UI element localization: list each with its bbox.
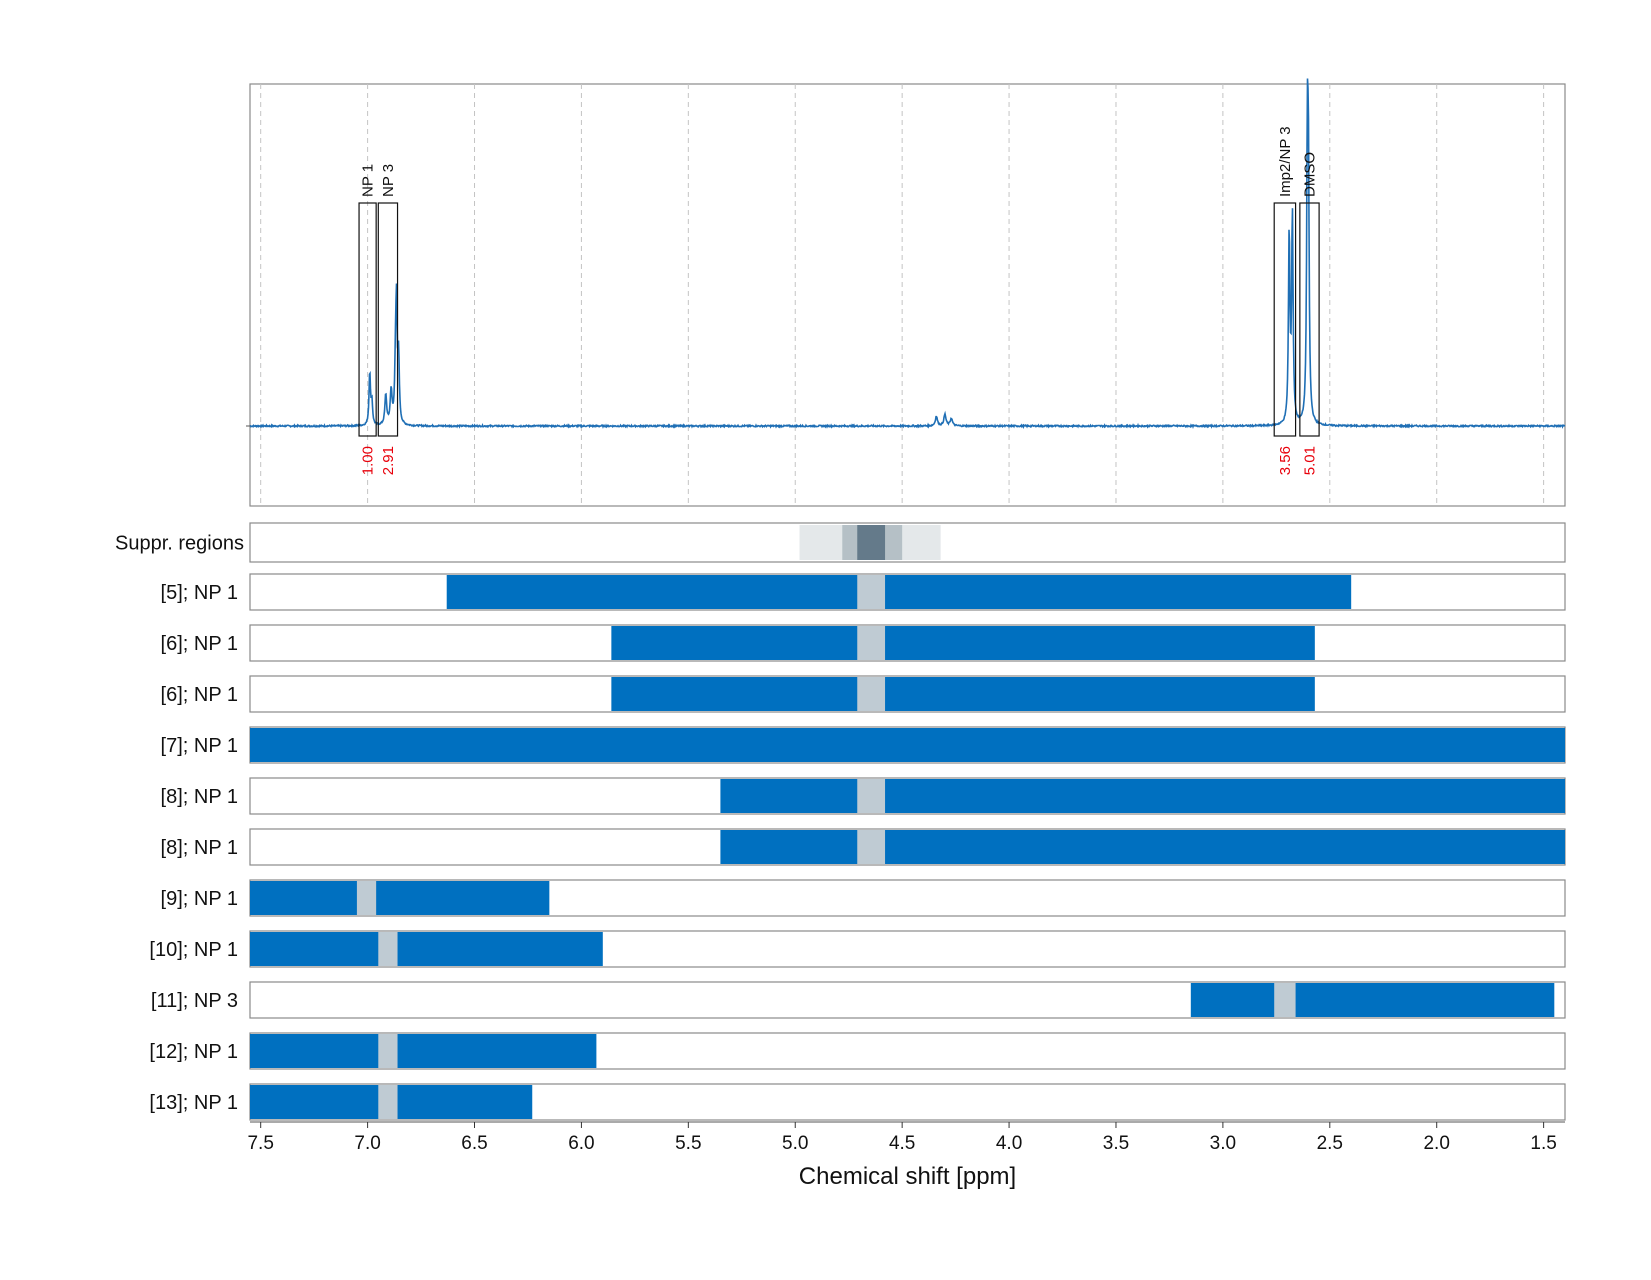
row-group: [9]; NP 1 [161,879,1566,917]
row-group: [7]; NP 1 [161,726,1566,764]
row-label: [11]; NP 3 [151,990,238,1012]
row-group: [12]; NP 1 [149,1032,1566,1070]
x-tick-label: 4.0 [996,1133,1022,1154]
x-tick-label: 3.0 [1210,1133,1236,1154]
row-label: [5]; NP 1 [161,582,238,604]
integral-value-label: 3.56 [1277,446,1294,475]
x-tick-label: 7.5 [247,1133,273,1154]
spectrum-frame [249,83,1566,507]
grid-lines [260,84,1545,506]
x-tick-label: 6.0 [568,1133,594,1154]
x-tick-label: 5.5 [675,1133,701,1154]
row-label: [7]; NP 1 [161,735,238,757]
integral-region-box [358,202,377,437]
row-gap [378,1034,398,1068]
x-tick-label: 4.5 [889,1133,915,1154]
row-gap [857,779,886,813]
row-group: [13]; NP 1 [149,1083,1566,1121]
row-gap [857,626,886,660]
row-label: [12]; NP 1 [149,1041,238,1063]
integral-value-label: 2.91 [380,446,397,475]
suppression-row-frame [249,522,1566,563]
row-label: [8]; NP 1 [161,786,238,808]
row-group: [5]; NP 1 [161,573,1566,611]
x-tick-label: 3.5 [1103,1133,1129,1154]
integral-region-box [1299,202,1320,437]
row-group: [10]; NP 1 [149,930,1566,968]
row-bar [611,626,1315,660]
suppression-row-label: Suppr. regions [115,533,244,555]
row-label: [6]; NP 1 [161,633,238,655]
row-gap [378,1085,398,1119]
integral-region-label: DMSO [1301,152,1318,197]
row-bar [250,881,550,915]
integral-region-label: NP 3 [380,164,397,197]
row-label: [13]; NP 1 [149,1092,238,1114]
row-gap [857,677,886,711]
integral-region-label: NP 1 [360,164,377,197]
integral-value-label: 1.00 [360,446,377,475]
x-tick-label: 2.0 [1423,1133,1449,1154]
integral-region-box [377,202,399,437]
x-tick-label: 1.5 [1530,1133,1556,1154]
row-bar [720,830,1565,864]
x-tick-label: 2.5 [1317,1133,1343,1154]
row-group: [11]; NP 3 [151,981,1566,1019]
suppression-band [857,525,886,560]
row-label: [10]; NP 1 [149,939,238,961]
row-label: [6]; NP 1 [161,684,238,706]
row-bar [720,779,1565,813]
x-tick-label: 5.0 [782,1133,808,1154]
row-bar [1190,983,1555,1017]
x-axis-label: Chemical shift [ppm] [799,1163,1016,1190]
row-gap [857,830,886,864]
row-group: [6]; NP 1 [161,675,1566,713]
row-bar [446,575,1352,609]
spectrum-line [249,78,1566,430]
row-bar [250,932,603,966]
integral-region-label: Imp2/NP 3 [1277,126,1294,197]
row-group: [8]; NP 1 [161,828,1566,866]
row-gap [857,575,886,609]
x-tick-label: 7.0 [354,1133,380,1154]
integral-region-box [1273,202,1297,437]
row-label: [8]; NP 1 [161,837,238,859]
row-gap [356,881,377,915]
row-gap [378,932,398,966]
row-bar [611,677,1315,711]
row-gap [1274,983,1296,1017]
row-group: [8]; NP 1 [161,777,1566,815]
row-group: [6]; NP 1 [161,624,1566,662]
x-tick-label: 6.5 [461,1133,487,1154]
row-bar [250,1034,597,1068]
integral-value-label: 5.01 [1301,446,1318,475]
row-label: [9]; NP 1 [161,888,238,910]
row-bar [250,728,1565,762]
